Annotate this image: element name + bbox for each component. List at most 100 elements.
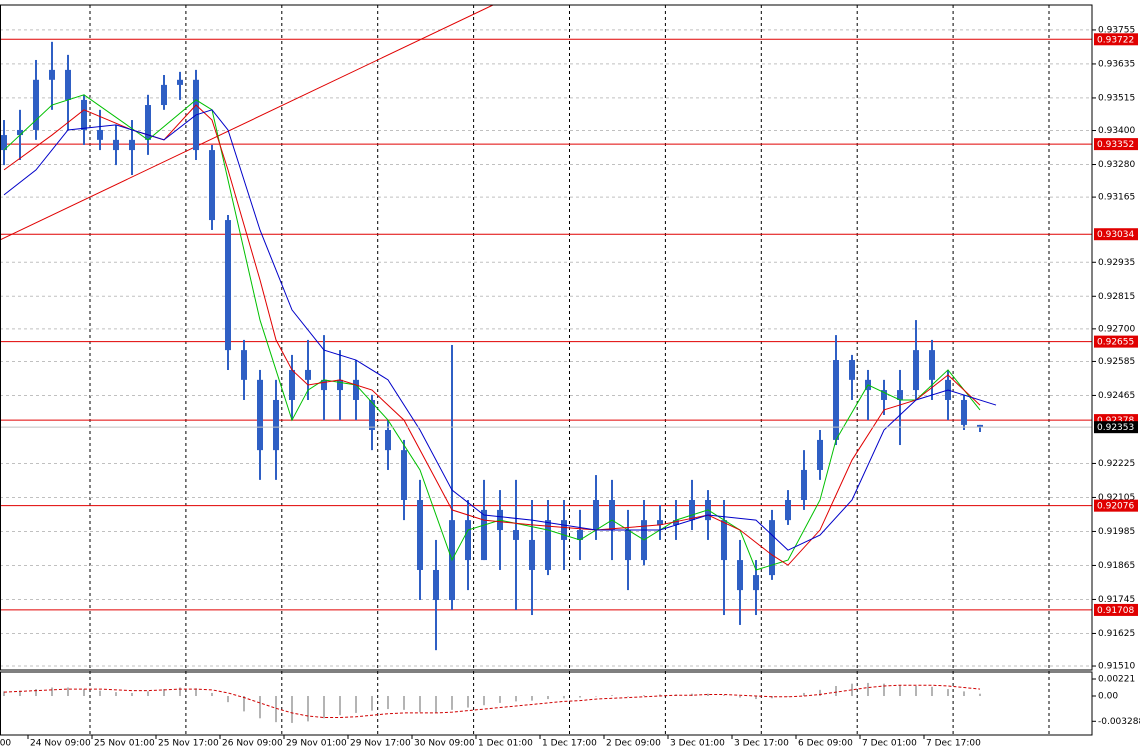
bar-body [337, 379, 343, 391]
bar-body [481, 509, 487, 561]
histogram-bar [515, 696, 517, 702]
y-tick-label: 0.93635 [1098, 59, 1135, 69]
x-tick-label: 24 Nov 09:00 [30, 739, 91, 749]
y-tick-label: 0.93400 [1098, 126, 1135, 136]
histogram-bar [899, 685, 901, 696]
moving-average [3, 104, 981, 566]
moving-average [3, 94, 981, 571]
histogram-bar [323, 696, 325, 719]
y-tick-label: 0.92700 [1098, 324, 1135, 334]
histogram-bar [755, 696, 757, 700]
bar-body [289, 369, 295, 400]
bar-body [33, 79, 39, 130]
x-tick-label: 29 Nov 01:00 [286, 739, 347, 749]
histogram-bar [739, 696, 741, 698]
x-tick-label: 7 Dec 17:00 [926, 739, 981, 749]
histogram-bar [595, 696, 597, 697]
bar-body [321, 379, 327, 391]
bar-body [257, 379, 263, 451]
histogram-bar [547, 696, 549, 700]
osc-y-tick-label: -0.003288 [1098, 717, 1140, 727]
bar-body [849, 360, 855, 380]
x-tick-label: 2 Dec 09:00 [606, 739, 661, 749]
bar-body [49, 69, 55, 80]
osc-y-tick-label: 0.00221 [1098, 675, 1135, 685]
bar-body [753, 575, 759, 591]
bar-body [209, 150, 215, 221]
x-tick-label: 25 Nov 01:00 [94, 739, 155, 749]
histogram-bar [179, 687, 181, 696]
bar-body [529, 539, 535, 570]
histogram-bar [467, 696, 469, 708]
bar-body [417, 499, 423, 570]
histogram-bar [3, 691, 5, 696]
y-tick-label: 0.92815 [1098, 292, 1135, 302]
bar-body [545, 520, 551, 570]
histogram-bar [451, 696, 453, 710]
x-tick-label: 1 Dec 01:00 [478, 739, 533, 749]
y-tick-label: 0.93280 [1098, 160, 1135, 170]
histogram-bar [243, 696, 245, 712]
histogram-bar [51, 687, 53, 696]
y-tick-label: 0.91985 [1098, 527, 1135, 537]
y-tick-label: 0.93755 [1098, 25, 1135, 35]
histogram-bar [67, 687, 69, 696]
bar-body [65, 69, 71, 100]
level-label-box [1094, 335, 1138, 348]
bar-body [385, 430, 391, 451]
y-tick-label: 0.91510 [1098, 662, 1135, 672]
osc-frame [0, 671, 1093, 736]
y-tick-label: 0.93515 [1098, 93, 1135, 103]
bar-body [273, 399, 279, 451]
histogram-bar [803, 692, 805, 696]
level-label-box [1094, 603, 1138, 616]
y-tick-label: 0.91745 [1098, 595, 1135, 605]
histogram-bar [419, 696, 421, 713]
histogram-bar [115, 692, 117, 696]
level-label-box [1094, 33, 1138, 46]
histogram-bar [979, 693, 981, 696]
bar-body [673, 520, 679, 525]
histogram-bar [19, 690, 21, 696]
histogram-bar [611, 695, 613, 696]
bar-body [465, 520, 471, 561]
level-label: 0.92655 [1097, 338, 1134, 348]
level-label: 0.93034 [1097, 230, 1134, 240]
x-tick-label: 1 Dec 17:00 [542, 739, 597, 749]
histogram-bar [163, 689, 165, 696]
bar-body [833, 360, 839, 440]
bar-body [369, 399, 375, 431]
y-tick-label: 0.91625 [1098, 629, 1135, 639]
bar-body [817, 439, 823, 470]
bar-body [129, 139, 135, 151]
signal-line [3, 684, 981, 719]
osc-y-tick-label: 0.00 [1098, 692, 1118, 702]
histogram-bar [499, 696, 501, 703]
histogram-bar [147, 691, 149, 696]
level-label-box [1094, 228, 1138, 241]
y-tick-label: 0.92465 [1098, 391, 1135, 401]
histogram-bar [131, 692, 133, 696]
histogram-bar [259, 696, 261, 719]
histogram-bar [275, 696, 277, 723]
plot-area [0, 5, 997, 651]
bar-body [433, 569, 439, 601]
bar-body [609, 499, 615, 531]
y-tick-label: 0.92225 [1098, 459, 1135, 469]
y-tick-label: 0.91865 [1098, 561, 1135, 571]
bar-body [577, 530, 583, 540]
level-label: 0.92076 [1097, 502, 1134, 512]
bar-body [81, 99, 87, 130]
bar-body [897, 390, 903, 400]
oscillator [3, 682, 981, 723]
bar-body [657, 520, 663, 525]
bar-body [977, 424, 983, 428]
histogram-bar [835, 686, 837, 696]
histogram-bar [83, 689, 85, 696]
histogram-bar [579, 696, 581, 698]
x-tick-label: 17:00 [0, 739, 11, 749]
bar-body [225, 220, 231, 351]
histogram-bar [963, 691, 965, 696]
x-tick-label: 29 Nov 17:00 [350, 739, 411, 749]
